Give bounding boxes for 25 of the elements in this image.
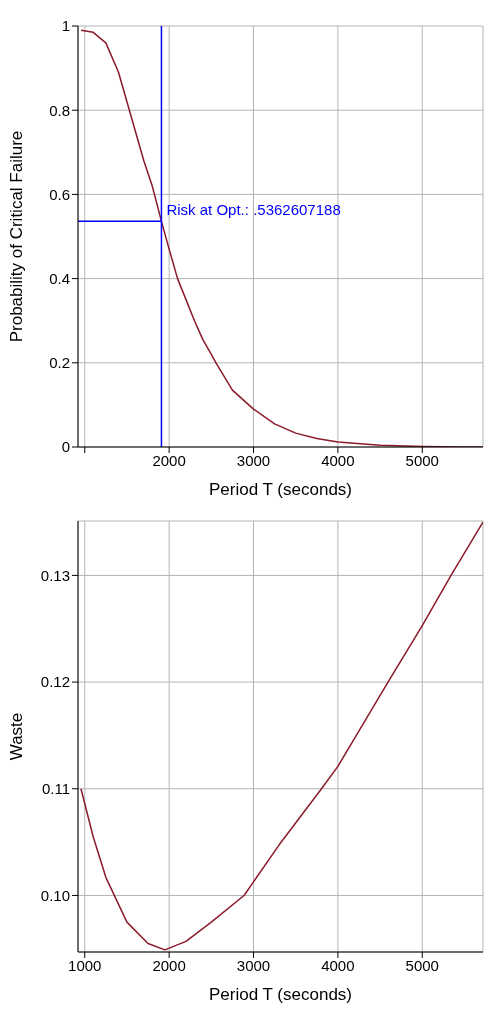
y-tick-label: 0.11 — [41, 780, 70, 798]
y-tick-label: 0.8 — [49, 101, 70, 119]
x-tick-label: 1000 — [68, 956, 102, 974]
x-tick-label: 2000 — [152, 956, 186, 974]
x-tick-label: 3000 — [236, 451, 271, 469]
y-axis-title: Probability of Critical Failure — [7, 130, 27, 343]
y-tick-label: 0.12 — [40, 673, 70, 691]
x-tick-label: 5000 — [405, 956, 439, 974]
ref-line-label: Risk at Opt.: .5362607188 — [166, 201, 341, 219]
y-tick-label: 0.13 — [40, 566, 70, 584]
x-tick-label: 2000 — [152, 451, 186, 469]
y-tick-label: 0.6 — [49, 185, 70, 203]
line-series — [80, 521, 483, 951]
x-tick-label: 5000 — [405, 451, 439, 469]
y-tick-label: 0.2 — [49, 354, 70, 372]
y-tick-label: 0.10 — [40, 886, 70, 904]
x-axis-title: Period T (seconds) — [209, 985, 352, 1004]
x-tick-label: 4000 — [321, 451, 355, 469]
y-tick-label: 1 — [61, 17, 70, 35]
y-axis-title: Waste — [7, 712, 27, 761]
y-tick-label: 0.4 — [49, 269, 70, 287]
x-axis-title: Period T (seconds) — [209, 480, 352, 499]
x-tick-label: 4000 — [321, 956, 355, 974]
y-tick-label: 0 — [61, 438, 70, 456]
x-tick-label: 3000 — [236, 956, 271, 974]
